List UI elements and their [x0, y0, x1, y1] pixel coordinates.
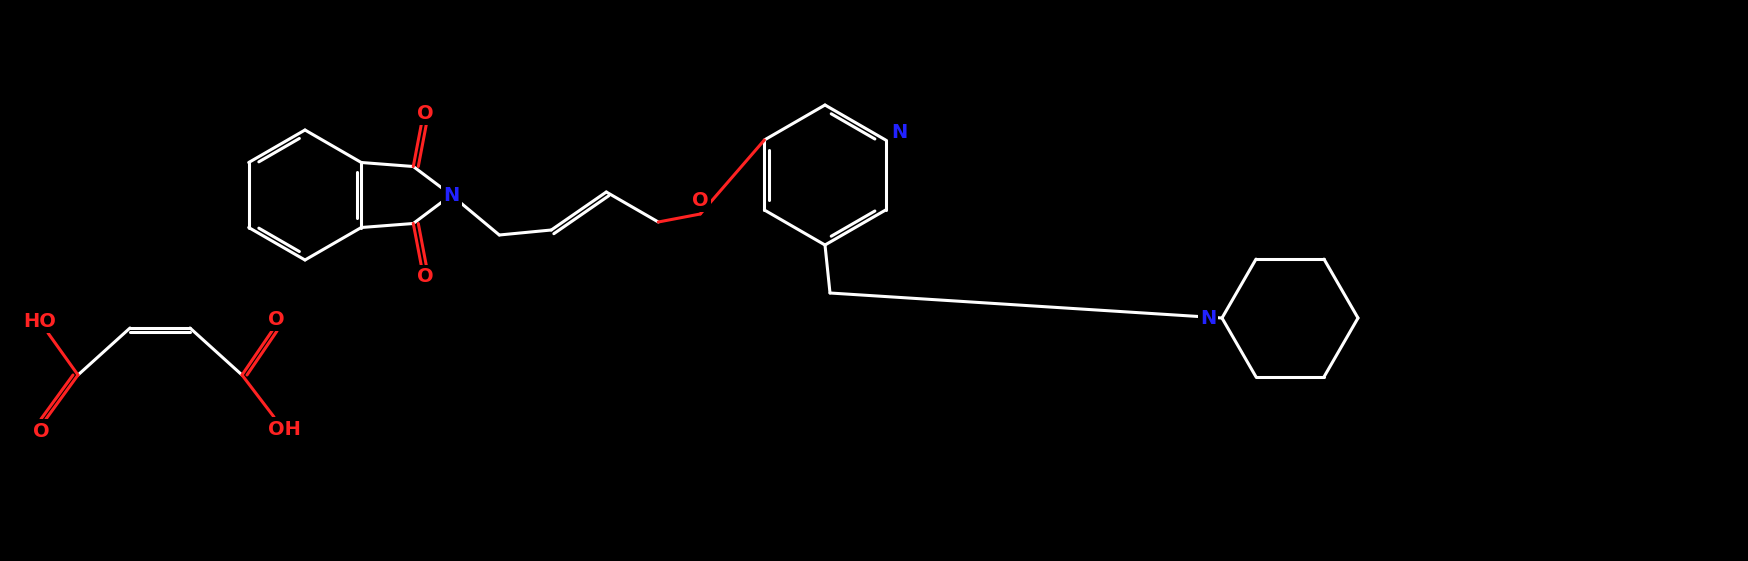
Text: O: O [692, 191, 708, 209]
Text: O: O [33, 421, 49, 440]
Text: O: O [418, 267, 434, 286]
Text: O: O [267, 310, 285, 329]
Text: HO: HO [23, 311, 56, 330]
Text: N: N [891, 122, 907, 141]
Text: N: N [444, 186, 460, 205]
Text: OH: OH [267, 420, 301, 439]
Text: O: O [418, 104, 434, 123]
Text: N: N [1199, 309, 1217, 328]
